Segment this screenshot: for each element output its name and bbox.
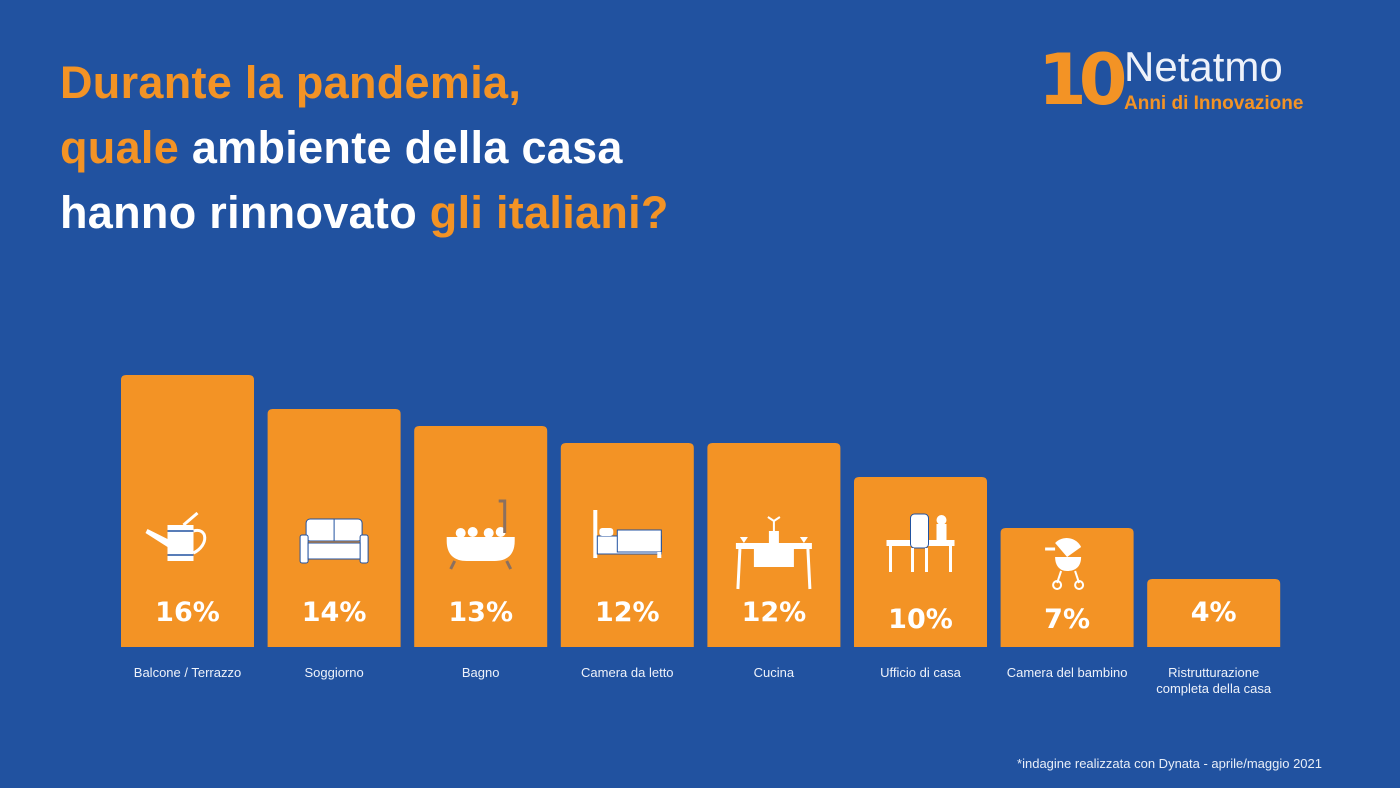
bar-group: 7% Camera del bambino [1000, 528, 1134, 680]
category-label-line: Ristrutturazione [1168, 665, 1259, 680]
category-label: Balcone / Terrazzo [134, 665, 241, 680]
sofa-icon [299, 518, 369, 564]
category-label: Soggiorno [304, 665, 363, 680]
bar [121, 375, 254, 647]
bar-group: 4% Ristrutturazione completa della casa [1147, 579, 1281, 696]
bar [1000, 528, 1134, 647]
data-label: 10% [888, 604, 953, 635]
logo-anniversary-number: 10 [1038, 39, 1127, 121]
bar-group: 12% Camera da letto [560, 443, 694, 680]
bathtub-icon [446, 499, 515, 570]
title-line-3: hanno rinnovato gli italiani? [60, 187, 669, 238]
data-label: 13% [448, 597, 513, 628]
category-label: Ufficio di casa [880, 665, 961, 680]
page-title: Durante la pandemia, quale ambiente dell… [60, 50, 669, 245]
data-label: 4% [1191, 597, 1237, 628]
footnote: *indagine realizzata con Dynata - aprile… [1017, 756, 1322, 771]
data-label: 14% [302, 597, 367, 628]
watering-can-icon [145, 511, 207, 561]
bar [414, 426, 548, 647]
category-label: Ristrutturazione completa della casa [1156, 665, 1272, 696]
desk-icon [886, 513, 955, 572]
logo-brand: Netatmo [1124, 43, 1283, 90]
bar-group: 12% Cucina [707, 443, 841, 680]
data-label: 12% [742, 597, 807, 628]
bar [1147, 579, 1281, 647]
category-label-line: completa della casa [1156, 681, 1272, 696]
dining-table-icon [735, 516, 812, 590]
title-line-1: Durante la pandemia, [60, 57, 522, 108]
bar-group: 16% Balcone / Terrazzo [121, 375, 254, 680]
logo-tagline: Anni di Innovazione [1124, 93, 1304, 114]
category-label: Cucina [754, 665, 795, 680]
category-label: Bagno [462, 665, 500, 680]
data-label: 7% [1044, 604, 1090, 635]
data-label: 16% [155, 597, 220, 628]
category-label: Camera da letto [581, 665, 674, 680]
bar [854, 477, 987, 647]
category-label: Camera del bambino [1007, 665, 1128, 680]
data-label: 12% [595, 597, 660, 628]
title-line-2: quale ambiente della casa [60, 122, 623, 173]
bed-icon [593, 510, 662, 558]
bar-group: 13% Bagno [414, 426, 548, 680]
bar-group: 10% Ufficio di casa [854, 477, 987, 680]
stroller-icon [1045, 538, 1085, 590]
netatmo-logo: 10 Netatmo Anni di Innovazione [1038, 39, 1338, 121]
bar-group: 14% Soggiorno [267, 409, 401, 680]
